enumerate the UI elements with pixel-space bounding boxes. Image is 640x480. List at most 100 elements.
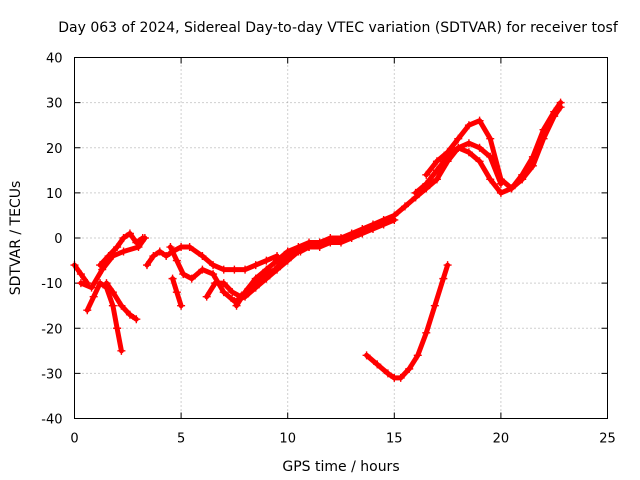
data-point xyxy=(104,252,113,261)
data-point xyxy=(219,279,228,288)
data-point xyxy=(155,247,164,256)
data-point xyxy=(464,139,473,148)
data-point xyxy=(486,152,495,161)
data-point xyxy=(113,243,122,252)
series-track-j xyxy=(232,98,565,310)
data-point xyxy=(251,274,260,283)
x-tick-label: 5 xyxy=(177,432,185,447)
data-point xyxy=(132,238,141,247)
data-point xyxy=(283,247,292,256)
data-point xyxy=(108,288,117,297)
data-point xyxy=(550,112,559,121)
plot-frame xyxy=(74,57,608,419)
data-point xyxy=(347,229,356,238)
data-point xyxy=(209,261,218,270)
y-tick-label: 10 xyxy=(46,187,63,202)
data-point xyxy=(518,175,527,184)
data-point xyxy=(108,301,117,310)
data-point xyxy=(134,243,143,252)
series-line xyxy=(364,262,451,381)
data-point xyxy=(379,215,388,224)
data-point xyxy=(411,188,420,197)
data-point xyxy=(368,220,377,229)
data-point xyxy=(179,270,188,279)
data-point xyxy=(443,261,452,270)
grid xyxy=(74,57,608,419)
data-point xyxy=(326,234,335,242)
y-tick-label: 30 xyxy=(46,97,63,112)
data-point xyxy=(177,243,186,252)
data-point xyxy=(507,184,516,193)
data-point xyxy=(219,288,228,297)
data-point xyxy=(305,238,314,247)
data-point xyxy=(454,134,463,143)
series-line xyxy=(234,100,564,309)
data-point xyxy=(117,301,126,310)
data-point xyxy=(142,261,151,270)
data-point xyxy=(83,306,92,315)
data-point xyxy=(230,265,239,274)
data-point xyxy=(117,346,126,355)
data-point xyxy=(185,243,194,252)
data-point xyxy=(232,301,241,310)
chart-title: Day 063 of 2024, Sidereal Day-to-day VTE… xyxy=(58,20,619,36)
y-tick-label: 20 xyxy=(46,142,63,157)
data-point xyxy=(98,265,107,274)
data-point xyxy=(486,134,495,143)
data-point xyxy=(262,265,271,274)
data-point xyxy=(125,229,134,238)
data-point xyxy=(296,247,305,256)
data-point xyxy=(539,134,548,143)
data-point xyxy=(454,143,463,152)
data-point xyxy=(475,143,484,152)
series-line xyxy=(423,104,564,191)
data-point xyxy=(432,175,441,184)
series-track-f xyxy=(142,243,282,274)
data-point xyxy=(432,157,441,166)
data-point xyxy=(211,279,220,288)
data-point xyxy=(273,256,282,265)
x-tick-label: 0 xyxy=(70,432,78,447)
data-point xyxy=(119,247,128,256)
series-track-e xyxy=(96,229,147,270)
data-point xyxy=(262,256,271,265)
data-point xyxy=(422,170,431,179)
data-point xyxy=(228,288,237,297)
data-point xyxy=(202,292,211,301)
data-point xyxy=(405,364,414,373)
data-point xyxy=(172,288,181,297)
axis-ticks: 0 5 10 15 20 25 40 30 20 10 0 -10 -20 -30 -40 xyxy=(41,52,616,447)
data-point xyxy=(132,315,141,324)
data-point xyxy=(422,328,431,337)
data-point xyxy=(496,179,505,188)
data-point xyxy=(337,234,345,242)
series-track-c xyxy=(102,279,141,324)
data-point xyxy=(241,265,250,274)
y-tick-label: -20 xyxy=(41,322,62,337)
data-point xyxy=(556,103,565,112)
y-tick-label: 0 xyxy=(54,232,62,247)
data-point xyxy=(102,279,111,288)
data-point xyxy=(119,234,128,242)
data-point xyxy=(149,252,158,261)
series-line xyxy=(204,217,397,300)
data-point xyxy=(373,360,382,369)
data-point xyxy=(241,288,250,297)
data-point xyxy=(422,179,431,188)
data-point xyxy=(138,234,147,242)
data-point xyxy=(430,301,439,310)
data-point xyxy=(187,274,196,283)
data-point xyxy=(390,211,399,220)
data-point xyxy=(439,274,448,283)
y-tick-label: -40 xyxy=(41,413,62,428)
data-point xyxy=(432,166,441,175)
series-track-b xyxy=(83,279,126,355)
series-line xyxy=(78,235,148,291)
data-point xyxy=(358,224,367,233)
data-point xyxy=(396,373,405,382)
data-point xyxy=(464,148,473,157)
data-point xyxy=(362,351,371,360)
x-tick-label: 10 xyxy=(279,432,296,447)
x-tick-label: 25 xyxy=(599,432,616,447)
